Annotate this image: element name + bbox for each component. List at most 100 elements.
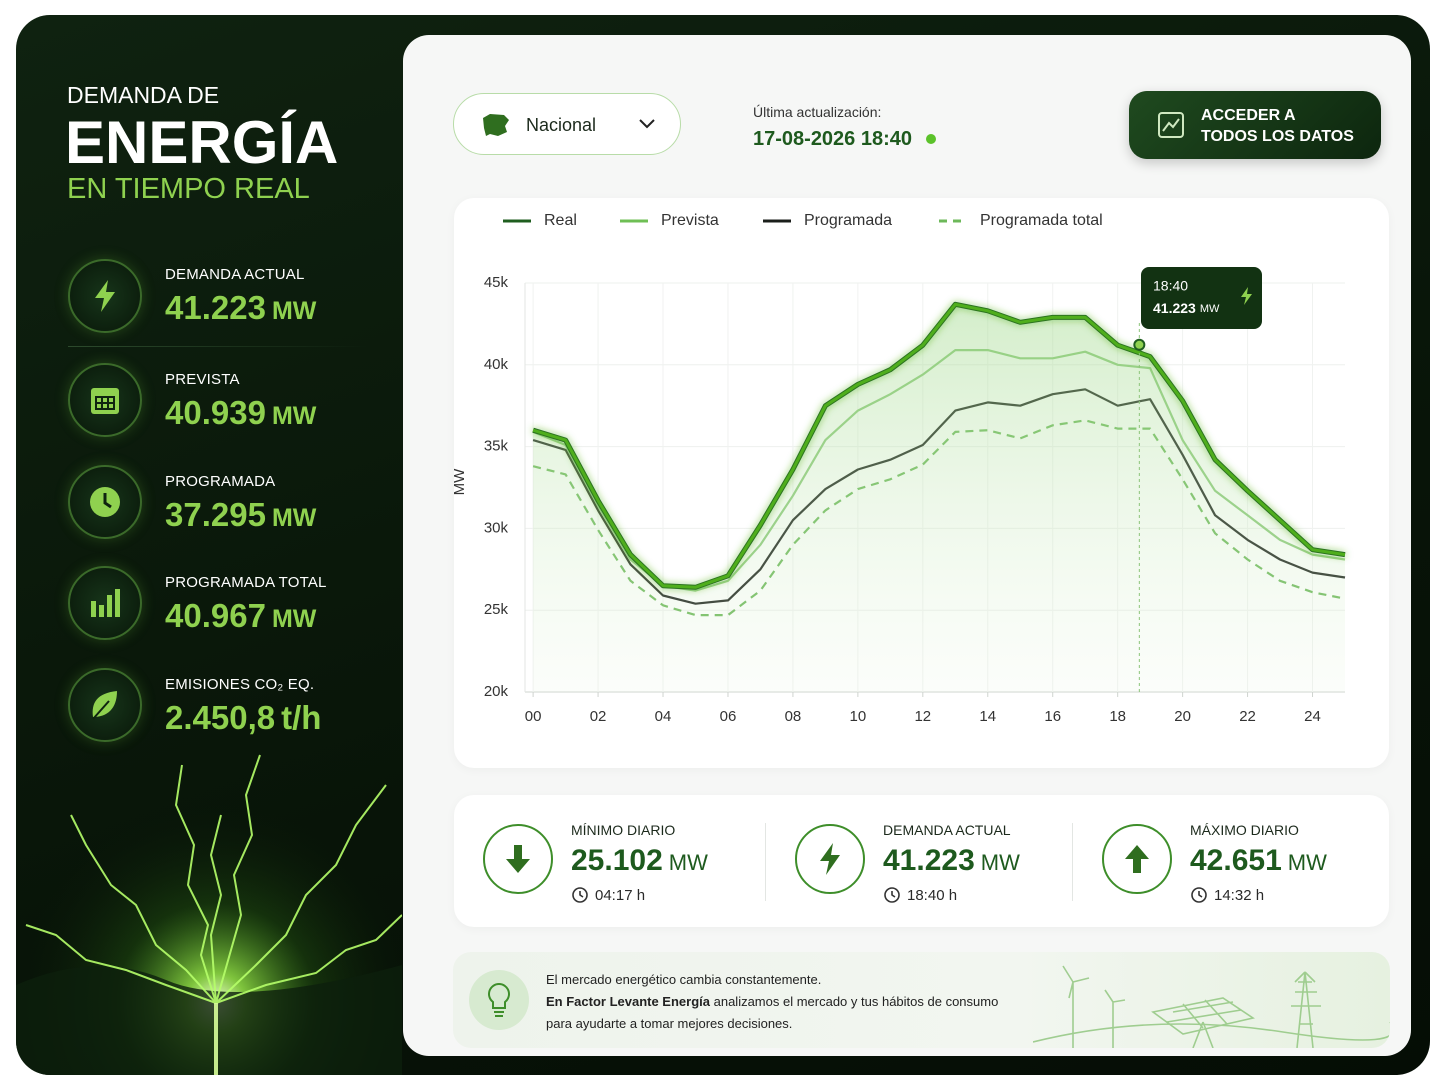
lightning-illustration bbox=[16, 735, 402, 1075]
x-tick-label: 04 bbox=[655, 708, 672, 725]
metric-value: 40.939 MW bbox=[165, 394, 316, 432]
x-tick-label: 16 bbox=[1044, 708, 1061, 725]
y-tick-label: 25k bbox=[484, 601, 509, 618]
area bbox=[533, 304, 1345, 692]
unit: MW bbox=[1287, 850, 1327, 875]
value: 42.651 bbox=[1190, 844, 1282, 877]
energy-illustration bbox=[1033, 965, 1390, 1048]
stat-icon bbox=[483, 824, 553, 894]
legend-label: Real bbox=[544, 212, 577, 229]
tooltip-time: 18:40 bbox=[1153, 278, 1188, 294]
x-tick-label: 08 bbox=[785, 708, 802, 725]
x-tick-label: 20 bbox=[1174, 708, 1191, 725]
button-text: TODOS LOS DATOS bbox=[1201, 128, 1354, 145]
metric-label: EMISIONES CO₂ EQ. bbox=[165, 676, 315, 693]
value: 41.223 bbox=[165, 289, 266, 326]
metric-icon bbox=[68, 363, 142, 437]
y-tick-label: 45k bbox=[484, 274, 509, 291]
tooltip bbox=[1141, 267, 1262, 329]
update-label: Última actualización: bbox=[753, 104, 882, 120]
metric-icon bbox=[68, 259, 142, 333]
stat-time: 14:32 h bbox=[1214, 887, 1265, 904]
metric-icon bbox=[68, 566, 142, 640]
value: 41.223 bbox=[1153, 300, 1196, 316]
stats-card: MÍNIMO DIARIO 25.102 MW 04:17 h DEMANDA A… bbox=[454, 795, 1389, 927]
button-text: ACCEDER A bbox=[1201, 107, 1296, 124]
unit: MW bbox=[271, 605, 317, 633]
metric-value: 40.967 MW bbox=[165, 597, 316, 635]
value: 37.295 bbox=[165, 496, 266, 533]
metric-label: PROGRAMADA TOTAL bbox=[165, 574, 327, 591]
value: 41.223 bbox=[883, 844, 975, 877]
legend-label: Prevista bbox=[661, 212, 719, 229]
x-tick-label: 00 bbox=[525, 708, 542, 725]
brand: En Factor Levante Energía bbox=[546, 994, 710, 1009]
x-tick-label: 10 bbox=[850, 708, 867, 725]
divider bbox=[1072, 823, 1073, 901]
metric-value: 41.223 MW bbox=[165, 289, 316, 327]
legend-label: Programada bbox=[804, 212, 892, 229]
title-line: DEMANDA DE bbox=[67, 82, 220, 108]
y-axis-label: MW bbox=[451, 468, 468, 495]
x-tick-label: 14 bbox=[979, 708, 996, 725]
x-tick-label: 06 bbox=[720, 708, 737, 725]
title-line: EN TIEMPO REAL bbox=[67, 173, 310, 205]
stat-value: 41.223 MW bbox=[883, 844, 1020, 878]
line bbox=[532, 302, 1346, 589]
y-tick-label: 20k bbox=[484, 683, 509, 700]
value: 40.939 bbox=[165, 394, 266, 431]
button-icon bbox=[1158, 112, 1184, 138]
update-time: 17-08-2026 18:40 bbox=[753, 128, 913, 150]
info-banner: El mercado energético cambia constanteme… bbox=[453, 952, 1390, 1048]
title-main: ENERGÍA bbox=[65, 109, 339, 176]
x-tick-label: 18 bbox=[1109, 708, 1126, 725]
data-button[interactable]: ACCEDER A TODOS LOS DATOS bbox=[1129, 91, 1381, 159]
metric-value: 2.450,8 t/h bbox=[165, 699, 321, 737]
value: 25.102 bbox=[571, 844, 663, 877]
x-tick-label: 02 bbox=[590, 708, 607, 725]
text: analizamos el mercado y tus hábitos de c… bbox=[710, 994, 999, 1009]
tooltip-value: 41.223 MW bbox=[1153, 300, 1220, 316]
metric-value: 37.295 MW bbox=[165, 496, 316, 534]
stat-label: MÍNIMO DIARIO bbox=[571, 822, 676, 838]
unit: MW bbox=[271, 402, 317, 430]
unit: MW bbox=[668, 850, 708, 875]
map-icon bbox=[483, 114, 509, 136]
unit: MW bbox=[271, 297, 317, 325]
stat-label: MÁXIMO DIARIO bbox=[1190, 822, 1299, 838]
stat-icon bbox=[795, 824, 865, 894]
metric-label: DEMANDA ACTUAL bbox=[165, 266, 305, 283]
divider bbox=[68, 346, 368, 347]
chart: 20k 25k 30k 35k 40k 45k 00 02 04 06 08 10 12 14 16 18 20… bbox=[451, 212, 1346, 725]
value: 40.967 bbox=[165, 597, 266, 634]
unit: t/h bbox=[281, 699, 322, 736]
clock-icon bbox=[572, 887, 588, 903]
unit: MW bbox=[271, 504, 317, 532]
stat-icon bbox=[1102, 824, 1172, 894]
clock-icon bbox=[1191, 887, 1207, 903]
stat-value: 42.651 MW bbox=[1190, 844, 1327, 878]
x-tick-label: 24 bbox=[1304, 708, 1321, 725]
current-point bbox=[1133, 338, 1146, 351]
live-dot bbox=[926, 134, 936, 144]
chevron bbox=[639, 119, 655, 129]
metric-icon bbox=[68, 465, 142, 539]
y-tick-label: 40k bbox=[484, 356, 509, 373]
x-tick-label: 12 bbox=[914, 708, 931, 725]
y-tick-label: 30k bbox=[484, 519, 509, 536]
metric-label: PREVISTA bbox=[165, 371, 240, 388]
region-select[interactable]: Nacional bbox=[453, 93, 681, 155]
unit: MW bbox=[1200, 303, 1220, 315]
stat-time: 04:17 h bbox=[595, 887, 646, 904]
dashboard: DEMANDA DE ENERGÍA EN TIEMPO REAL DEMAND… bbox=[16, 15, 1430, 1075]
stat-value: 25.102 MW bbox=[571, 844, 708, 878]
divider bbox=[765, 823, 766, 901]
info-text: para ayudarte a tomar mejores decisiones… bbox=[546, 1016, 793, 1031]
x-tick-label: 22 bbox=[1239, 708, 1256, 725]
unit: MW bbox=[980, 850, 1020, 875]
region-label: Nacional bbox=[526, 115, 597, 135]
value: 2.450,8 bbox=[165, 699, 276, 736]
info-text: En Factor Levante Energía analizamos el … bbox=[546, 994, 998, 1009]
y-tick-label: 35k bbox=[484, 438, 509, 455]
